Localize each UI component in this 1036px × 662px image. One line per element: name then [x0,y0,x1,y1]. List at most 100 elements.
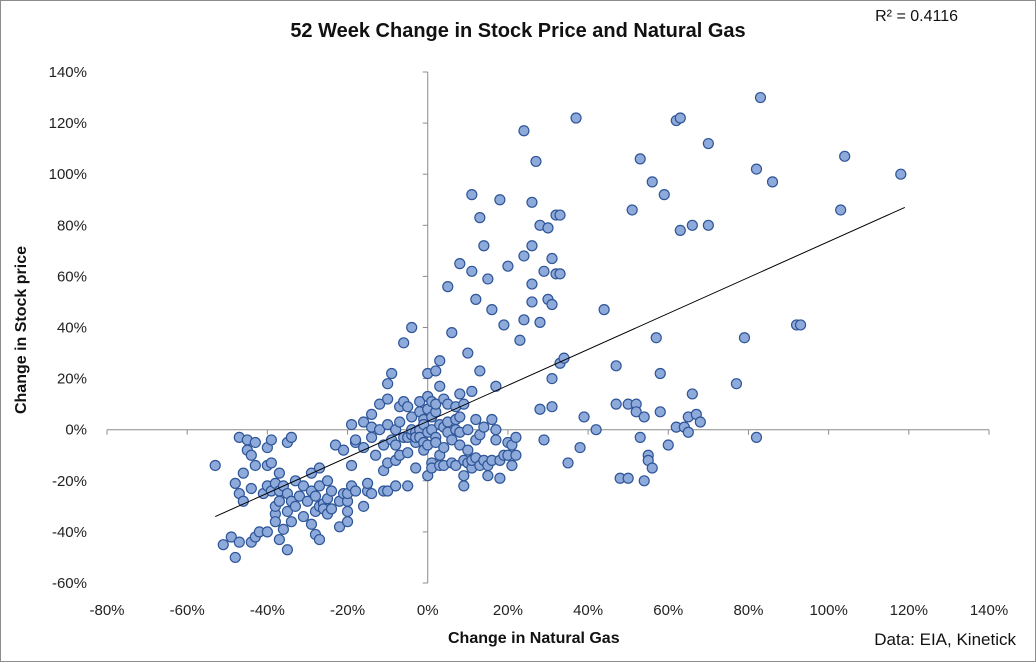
data-point [345,418,358,431]
data-point [430,365,442,377]
data-point [281,544,294,556]
data-point [490,380,502,392]
data-point [297,480,310,492]
data-point [458,470,470,482]
data-point [538,265,550,277]
data-point [438,441,450,454]
data-point [374,424,386,436]
data-point [301,495,314,507]
data-point [738,332,751,344]
data-source-note: Data: EIA, Kinetick [874,630,1016,649]
data-point [462,444,474,456]
data-point [406,321,418,334]
x-tick-label: 80% [733,602,763,619]
data-point [498,319,510,331]
data-point [313,480,326,492]
data-point [754,91,767,104]
data-point [297,510,310,523]
data-point [261,526,273,538]
data-point [486,304,498,316]
data-point [329,439,342,451]
data-point [273,467,285,479]
data-point [289,500,302,512]
data-point [478,240,490,252]
data-point [345,459,358,472]
y-tick-label: -60% [52,575,87,592]
data-point [694,416,706,428]
data-point [406,411,418,423]
data-point [265,457,277,469]
data-point [574,441,586,454]
data-point [390,439,402,451]
x-tick-label: -20% [330,602,365,619]
data-point [686,219,698,231]
data-point [361,477,374,489]
x-tick-label: -60% [170,602,205,619]
data-point [454,439,466,451]
data-point [554,209,566,221]
data-point [526,278,538,290]
data-point [470,293,482,305]
x-tick-label: 140% [970,602,1008,619]
data-point [766,176,779,188]
data-point [638,411,650,423]
data-point [390,480,402,492]
data-point [626,204,638,216]
data-point [414,395,426,408]
data-point [530,155,542,168]
data-point [654,406,666,418]
data-point [293,490,306,502]
data-point [546,401,558,413]
data-point [686,388,698,400]
data-point [650,332,662,344]
data-point [309,490,322,502]
data-point [478,421,490,433]
data-point [546,252,558,265]
data-point [370,449,382,461]
data-point [466,265,478,277]
data-point [702,219,714,231]
x-tick-label: 40% [573,602,603,619]
data-point [546,373,558,385]
y-tick-label: 80% [57,217,87,234]
data-point [534,316,546,328]
data-point [357,416,370,428]
data-point [598,304,610,316]
data-point [273,533,285,546]
data-point [402,447,414,459]
data-point [534,403,546,415]
data-point [526,296,538,308]
data-point [366,408,378,420]
data-point [337,444,350,456]
data-point [325,485,338,497]
data-point [233,536,245,548]
data-point [474,212,486,224]
data-point [382,378,394,390]
data-point [430,398,442,410]
data-point [662,439,674,451]
data-point [349,485,362,497]
data-point [410,462,422,474]
data-point [466,189,478,201]
data-point [526,196,538,208]
y-tick-label: 40% [57,320,87,337]
data-point [313,533,326,546]
data-point [518,125,530,137]
data-point [610,360,622,372]
data-point [510,449,522,461]
data-point [229,477,241,489]
data-point [494,194,506,206]
data-point [634,153,646,165]
data-point [366,487,378,500]
data-point [341,505,354,518]
data-point [446,327,458,339]
data-point [382,393,394,405]
data-point [442,281,454,293]
data-point [285,516,298,528]
data-point [454,388,466,400]
data-point [546,298,558,311]
data-point [394,416,406,428]
data-point [835,204,847,216]
data-point [398,337,410,349]
data-point [237,467,249,479]
